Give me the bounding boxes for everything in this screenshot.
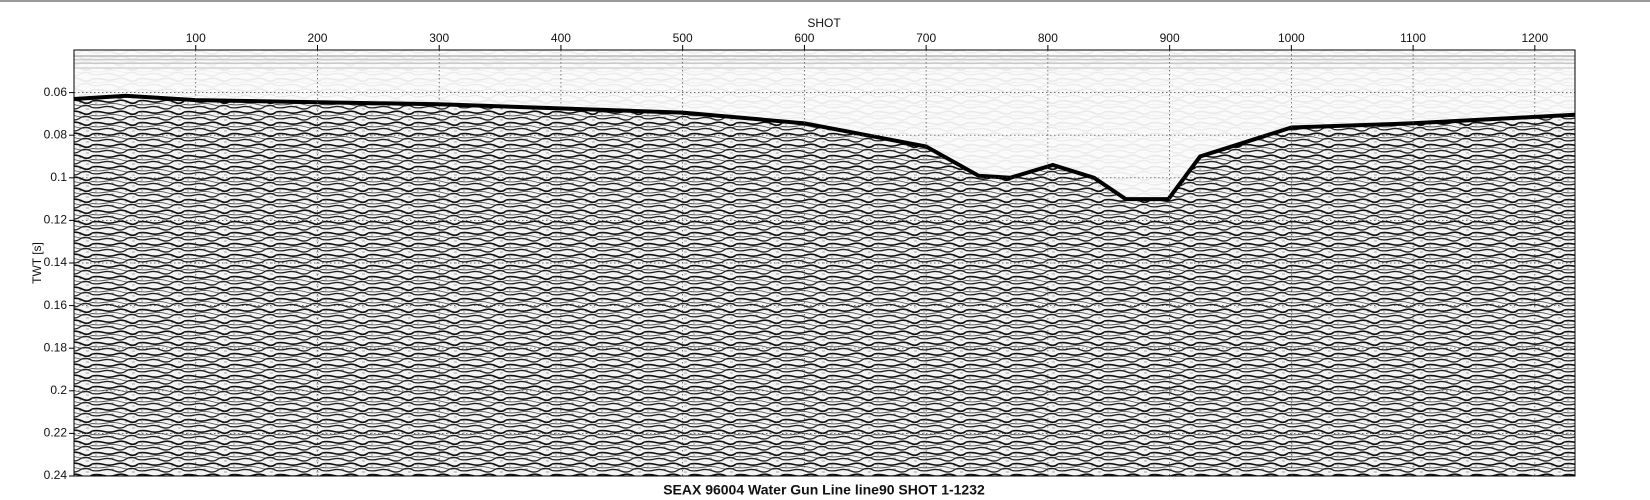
y-tick-label: 0.18 <box>44 340 68 354</box>
x-axis-label: SHOT <box>807 16 841 30</box>
plot-area <box>73 50 1576 477</box>
x-tick-label: 700 <box>916 31 936 45</box>
y-axis-label: TWT [s] <box>30 242 44 284</box>
x-tick-label: 600 <box>794 31 814 45</box>
x-tick-label: 100 <box>186 31 206 45</box>
y-tick-label: 0.08 <box>44 127 68 141</box>
x-tick-label: 500 <box>673 31 693 45</box>
y-tick-label: 0.06 <box>44 85 68 99</box>
y-tick-label: 0.16 <box>44 298 68 312</box>
x-tick-label: 1200 <box>1521 31 1548 45</box>
chart-title: SEAX 96004 Water Gun Line line90 SHOT 1-… <box>663 482 985 498</box>
x-tick-label: 1100 <box>1400 31 1426 45</box>
y-tick-label: 0.14 <box>44 255 68 269</box>
x-tick-label: 300 <box>429 31 449 45</box>
x-tick-label: 1000 <box>1278 31 1305 45</box>
x-tick-label: 800 <box>1038 31 1058 45</box>
x-tick-label: 900 <box>1160 31 1180 45</box>
y-tick-label: 0.24 <box>44 468 68 482</box>
y-tick-label: 0.1 <box>50 170 67 184</box>
water-column <box>74 50 1575 200</box>
x-tick-label: 200 <box>307 31 327 45</box>
y-tick-label: 0.2 <box>50 383 67 397</box>
y-tick-label: 0.22 <box>44 426 68 440</box>
y-tick-label: 0.12 <box>44 213 68 227</box>
x-tick-label: 400 <box>551 31 571 45</box>
